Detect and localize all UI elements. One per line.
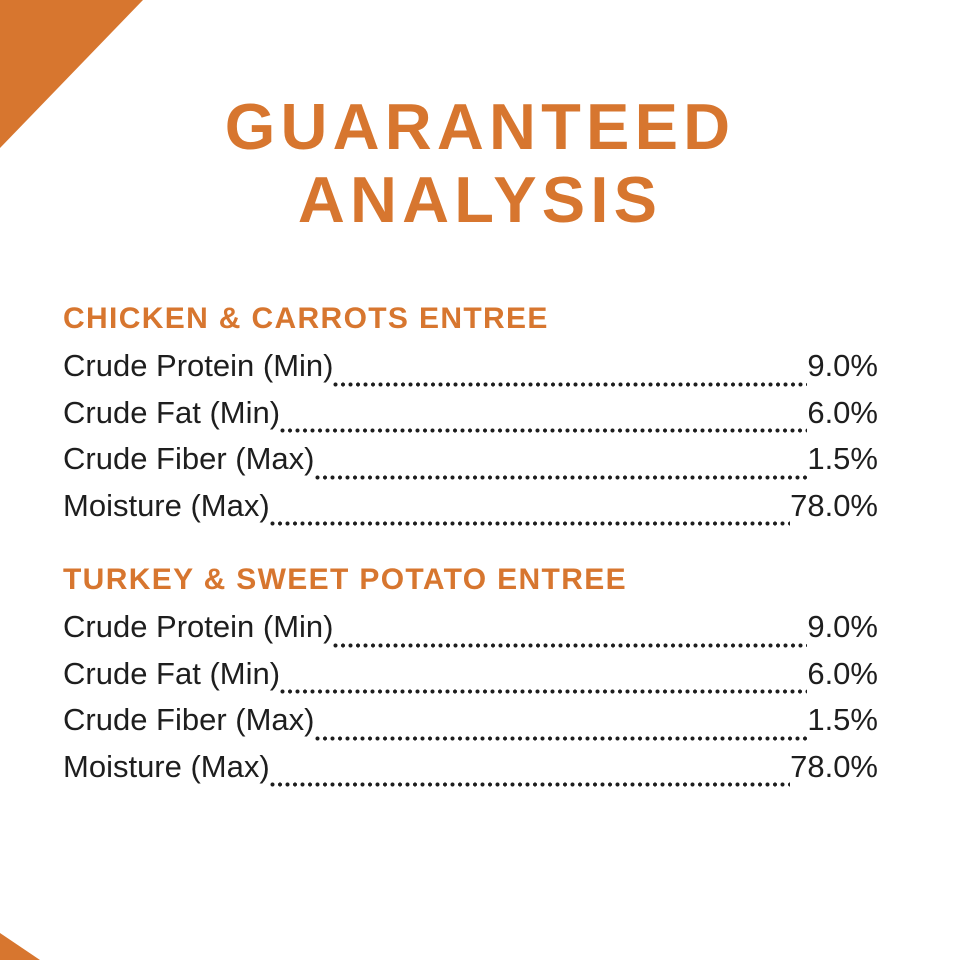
row-label: Moisture (Max)	[63, 487, 270, 523]
row-value: 78.0%	[790, 748, 878, 784]
corner-wedge-bottom-left-icon	[0, 933, 40, 960]
section-turkey-sweet-potato: TURKEY & SWEET POTATO ENTREE Crude Prote…	[63, 564, 878, 795]
row-value: 9.0%	[807, 348, 878, 383]
row-label: Crude Fat (Min)	[63, 394, 281, 430]
dot-leader	[333, 642, 808, 648]
page-title-line1: GUARANTEED	[224, 90, 736, 163]
row-value: 1.5%	[807, 441, 878, 476]
dot-leader	[314, 735, 808, 741]
row-label: Crude Fiber (Max)	[63, 702, 315, 737]
page-title: GUARANTEED ANALYSIS	[0, 90, 960, 236]
row-label: Crude Protein (Min)	[63, 609, 334, 644]
row-value: 6.0%	[807, 394, 878, 430]
row-value: 6.0%	[807, 655, 878, 691]
analysis-row: Crude Fiber (Max) 1.5%	[63, 702, 878, 749]
analysis-row: Moisture (Max) 78.0%	[63, 749, 878, 796]
dot-leader	[269, 782, 791, 787]
row-value: 1.5%	[807, 702, 878, 737]
dot-leader	[333, 381, 808, 387]
analysis-row: Crude Fiber (Max) 1.5%	[63, 441, 878, 488]
page-title-line2: ANALYSIS	[297, 163, 663, 236]
analysis-row: Crude Protein (Min) 9.0%	[63, 609, 878, 656]
analysis-row: Crude Fat (Min) 6.0%	[63, 656, 878, 703]
section-chicken-carrots: CHICKEN & CARROTS ENTREE Crude Protein (…	[63, 303, 878, 534]
row-label: Moisture (Max)	[63, 748, 270, 784]
analysis-row: Crude Fat (Min) 6.0%	[63, 395, 878, 442]
dot-leader	[269, 521, 791, 526]
row-value: 9.0%	[807, 609, 878, 644]
analysis-row: Moisture (Max) 78.0%	[63, 488, 878, 535]
row-label: Crude Fiber (Max)	[63, 441, 315, 476]
row-value: 78.0%	[790, 487, 878, 523]
dot-leader	[280, 428, 808, 433]
row-label: Crude Fat (Min)	[63, 655, 281, 691]
section-heading: TURKEY & SWEET POTATO ENTREE	[63, 563, 627, 596]
row-label: Crude Protein (Min)	[63, 348, 334, 383]
section-heading: CHICKEN & CARROTS ENTREE	[63, 302, 549, 335]
analysis-row: Crude Protein (Min) 9.0%	[63, 348, 878, 395]
dot-leader	[314, 474, 808, 480]
guaranteed-analysis-panel: CHICKEN & CARROTS ENTREE Crude Protein (…	[63, 303, 878, 825]
dot-leader	[280, 689, 808, 694]
